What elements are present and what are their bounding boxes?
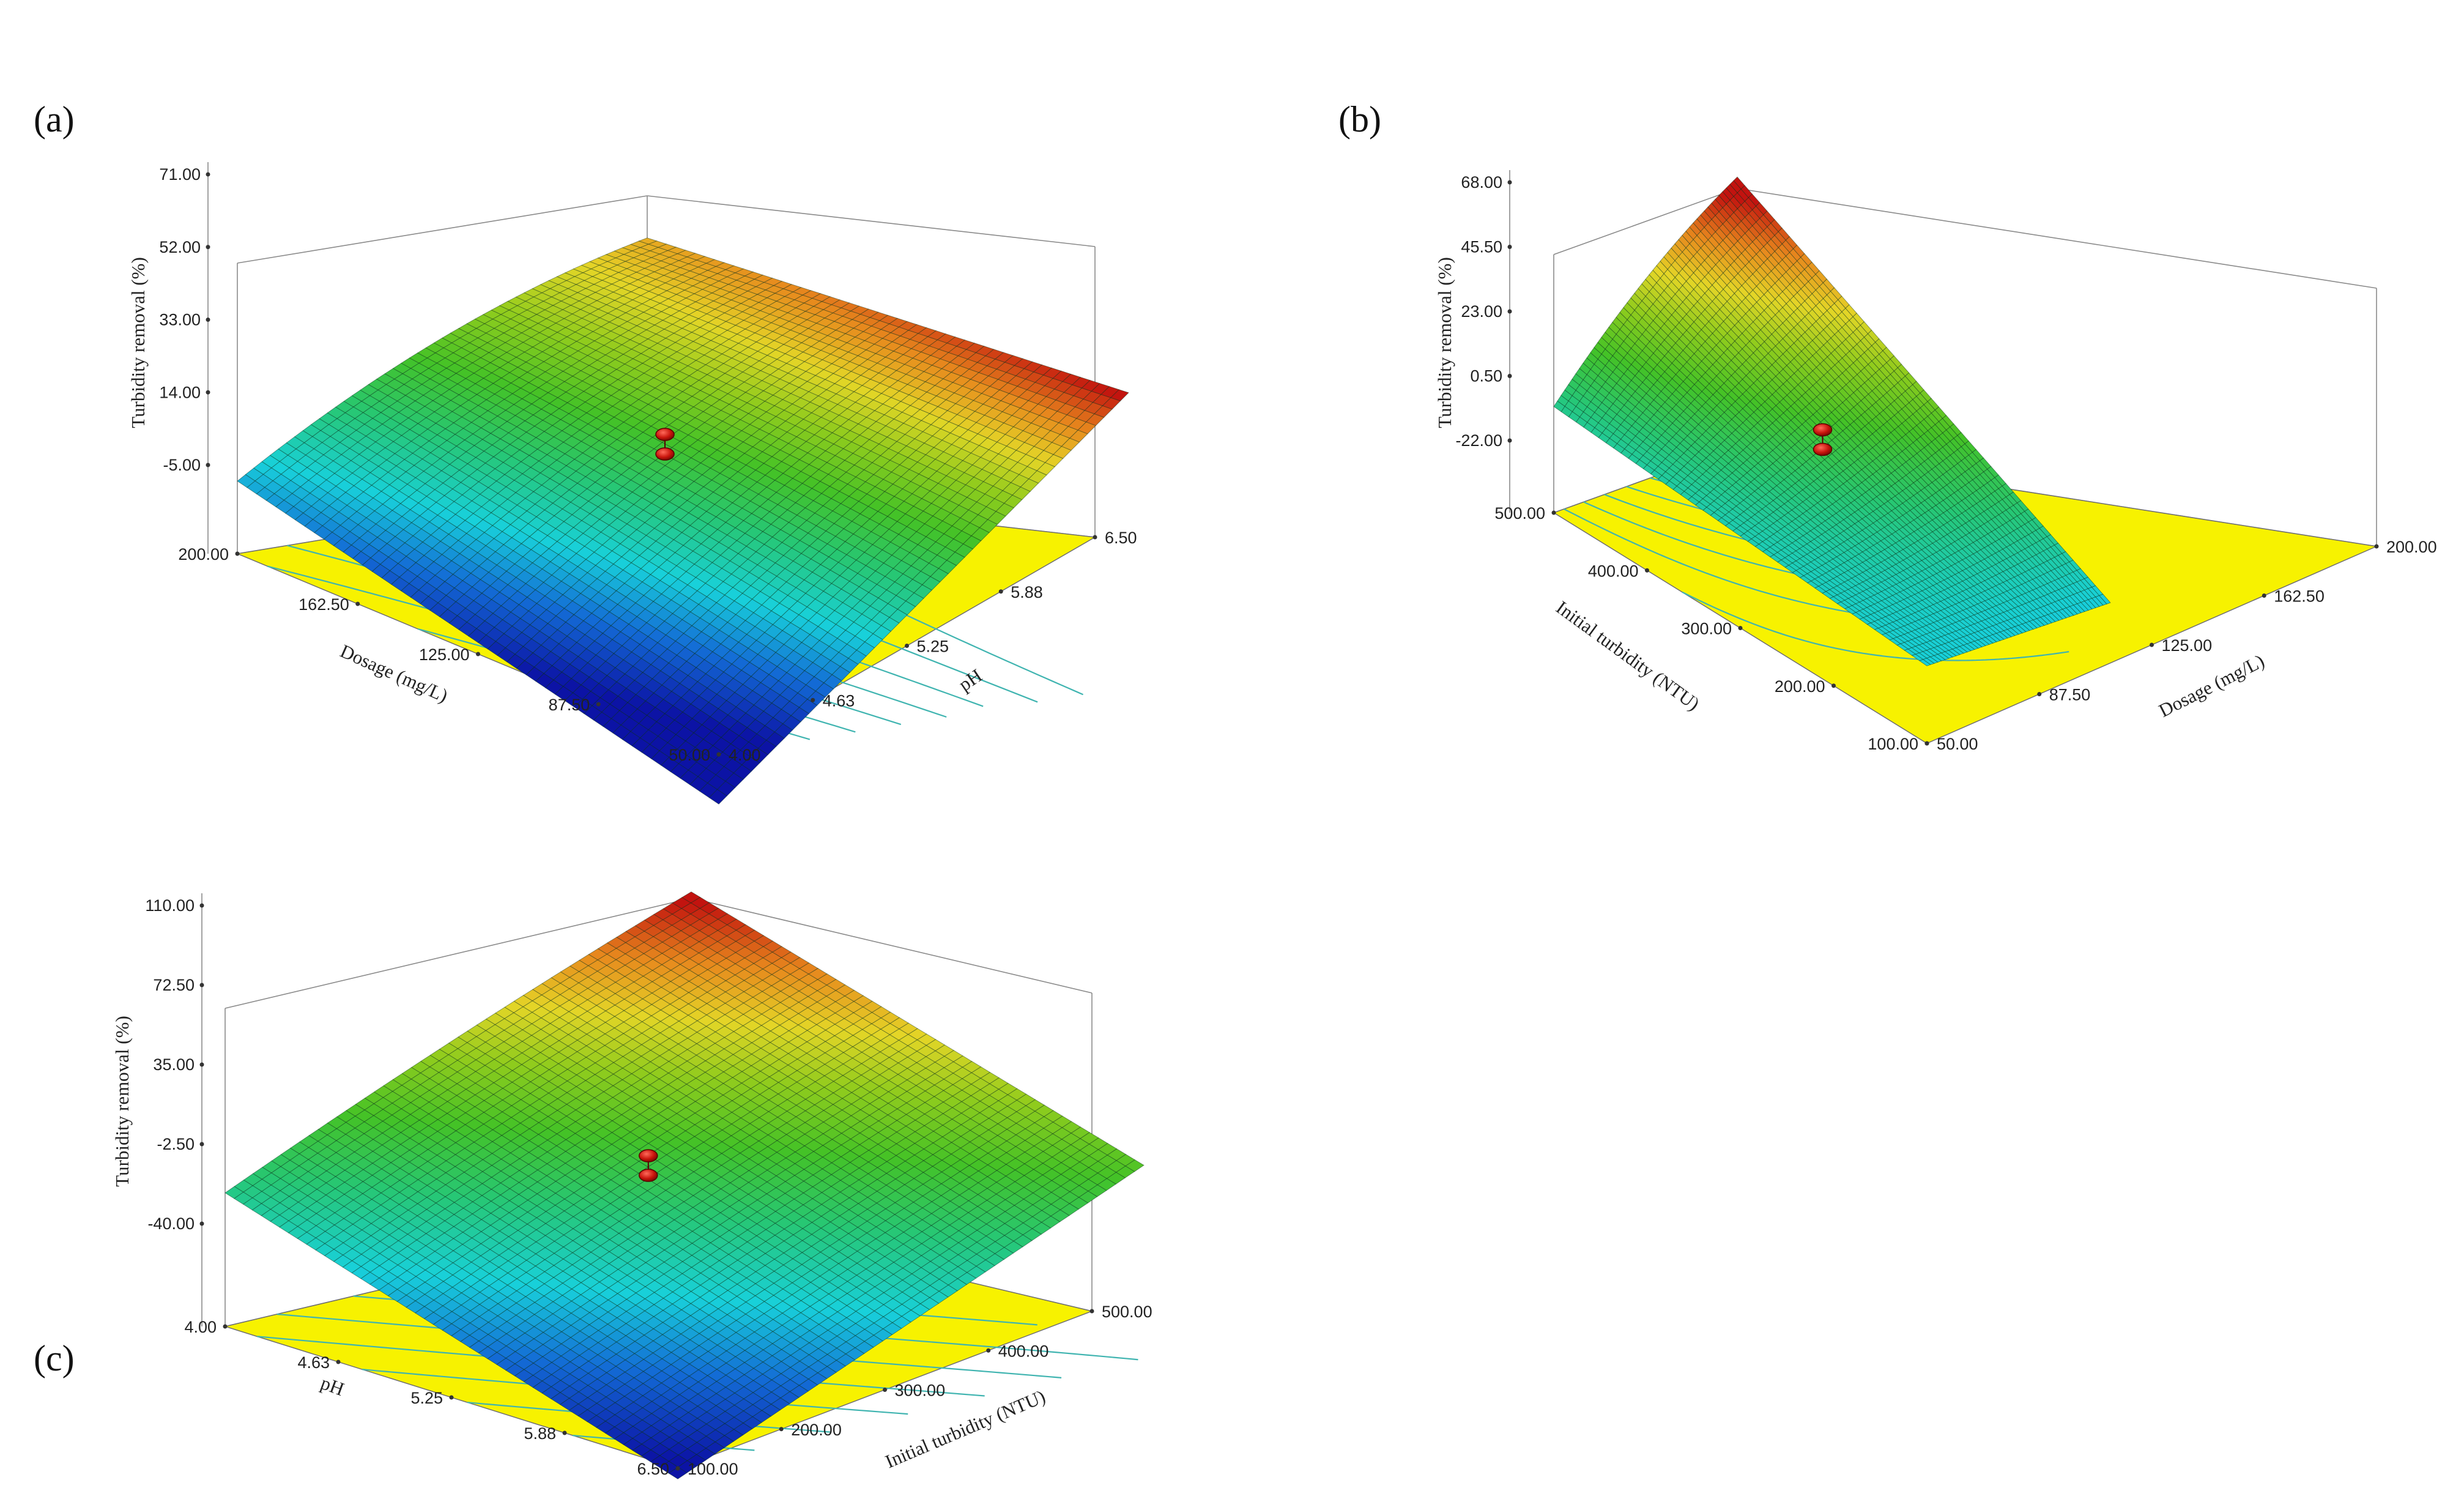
panel-a-surface-plot: 71.00 52.00 33.00 14.00 -5.00 Turbidity remov…	[34, 99, 1137, 805]
z-axis: 71.00 52.00 33.00 14.00 -5.00 Turbidity remov…	[127, 162, 210, 554]
left-floor-axis-tick-label: 200.00	[178, 545, 229, 563]
z-tick-label: 14.00	[159, 383, 201, 401]
left-floor-axis-tick-label: 87.50	[549, 696, 590, 714]
z-tick-mark	[206, 390, 210, 395]
left-floor-axis-tick-label: 50.00	[669, 746, 710, 764]
left-floor-axis-tick-mark	[596, 702, 601, 707]
z-tick-mark	[206, 463, 210, 467]
design-point-upper	[655, 428, 675, 441]
panel-title: (a)	[34, 99, 75, 139]
z-tick-label: 52.00	[159, 238, 201, 256]
response-surface	[1553, 176, 2111, 666]
z-tick-label: -5.00	[163, 456, 201, 474]
right-floor-axis-tick-label: 5.88	[1011, 583, 1043, 601]
frame-edge	[647, 195, 1096, 247]
right-floor-axis-title: pH	[955, 664, 986, 695]
left-floor-axis-tick-mark	[355, 601, 360, 606]
left-floor-axis-tick-label: 125.00	[419, 645, 470, 664]
right-floor-axis-tick-label: 6.50	[1105, 529, 1137, 547]
right-floor-axis-tick-label: 4.00	[729, 746, 761, 764]
right-floor-axis-tick-mark	[1093, 535, 1097, 540]
right-floor-axis-tick-label: 4.63	[823, 691, 855, 710]
right-floor-axis-tick-mark	[998, 589, 1003, 594]
right-floor-axis-tick-mark	[716, 752, 721, 757]
right-floor-axis-tick-mark	[905, 644, 909, 648]
right-floor-axis-tick-label: 5.25	[917, 638, 949, 656]
response-surface	[237, 237, 1129, 805]
right-floor-axis-tick-mark	[811, 697, 815, 702]
left-floor-axis-tick-mark	[476, 652, 480, 656]
frame-edge	[1737, 188, 2377, 289]
left-floor-axis-tick-label: 162.50	[299, 595, 349, 614]
z-tick-label: 71.00	[159, 165, 201, 184]
frame-edge	[237, 195, 648, 264]
design-point-lower	[655, 447, 675, 461]
z-tick-label: 33.00	[159, 311, 201, 329]
z-axis-title: Turbidity removal (%)	[127, 257, 149, 428]
z-tick-mark	[206, 172, 210, 177]
left-floor-axis-tick-mark	[235, 551, 240, 556]
z-tick-mark	[206, 245, 210, 250]
z-tick-mark	[206, 318, 210, 322]
